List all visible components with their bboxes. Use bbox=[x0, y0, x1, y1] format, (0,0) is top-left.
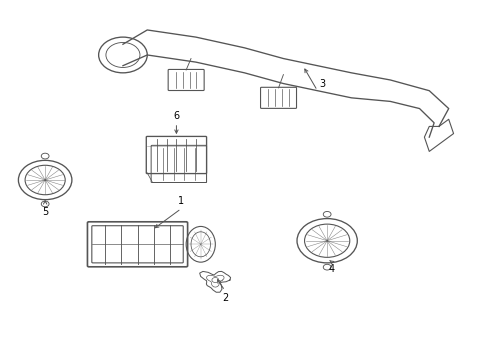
Text: 2: 2 bbox=[222, 293, 228, 303]
Text: 6: 6 bbox=[173, 111, 179, 121]
Text: 4: 4 bbox=[328, 264, 334, 274]
Text: 1: 1 bbox=[178, 197, 184, 206]
Text: 3: 3 bbox=[319, 78, 325, 89]
Text: 5: 5 bbox=[42, 207, 48, 217]
